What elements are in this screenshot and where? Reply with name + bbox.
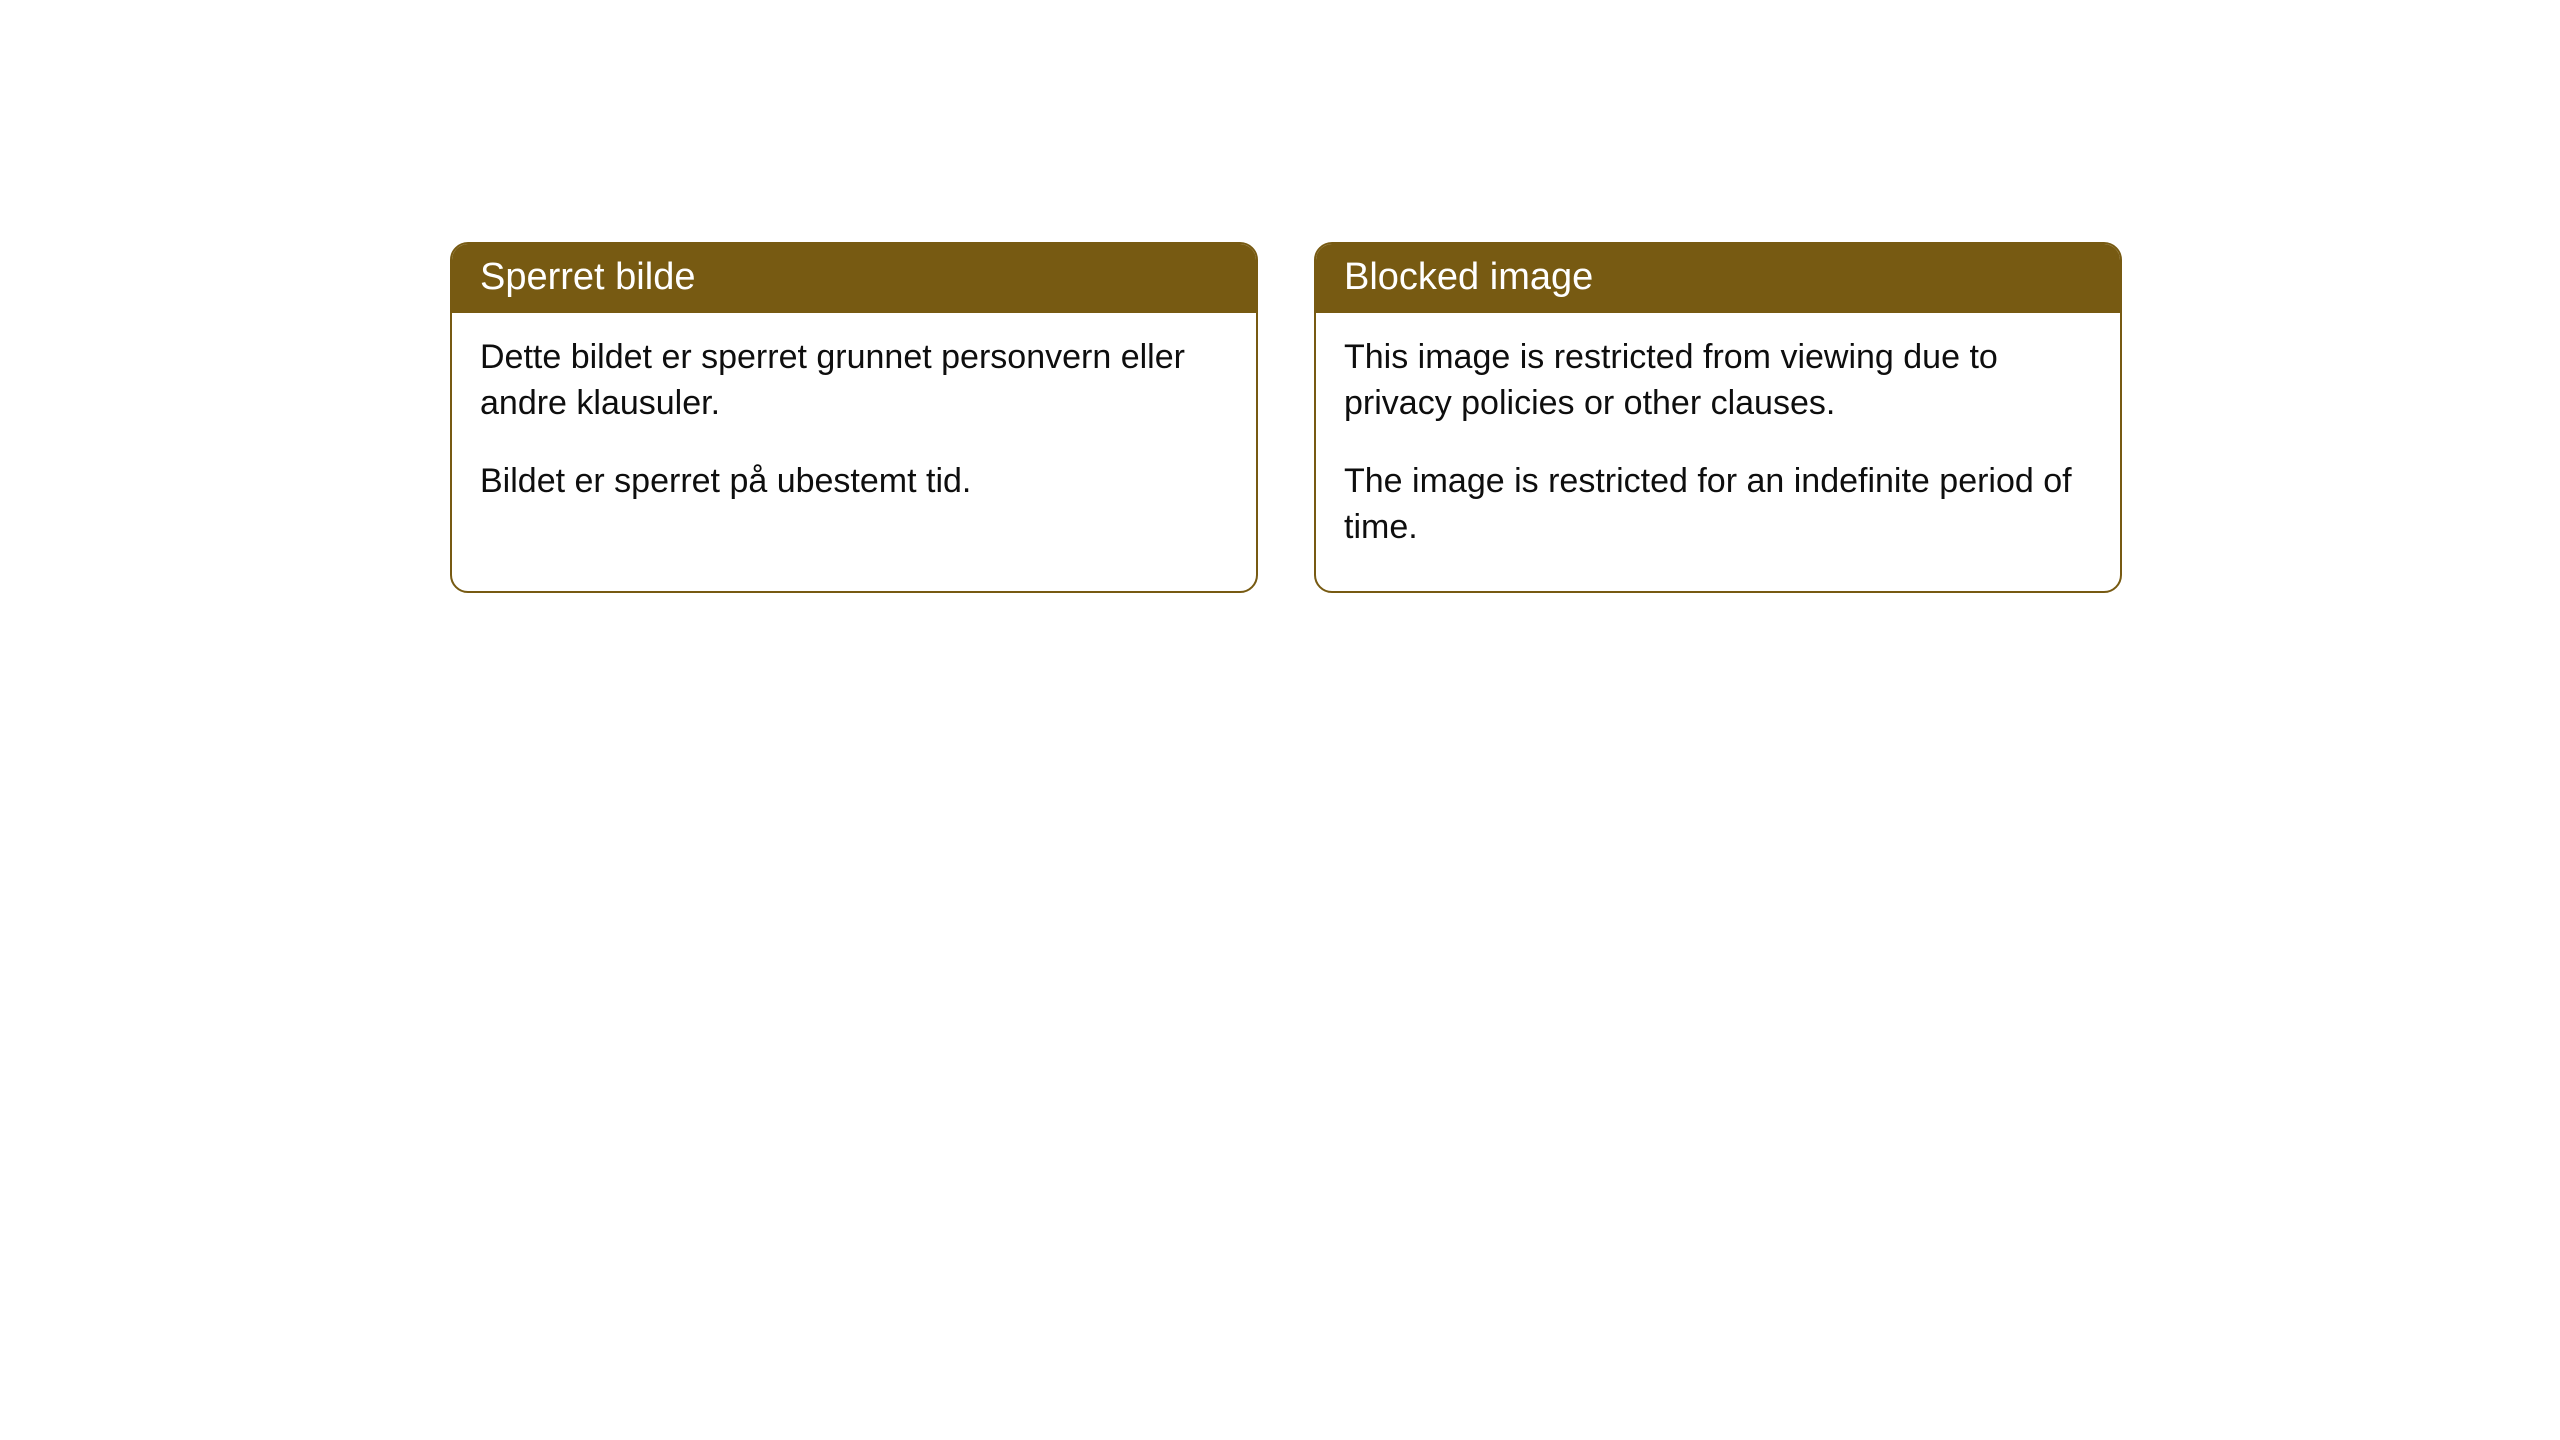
card-paragraph: This image is restricted from viewing du… [1344,335,2092,427]
card-title-english: Blocked image [1316,244,2120,313]
card-paragraph: The image is restricted for an indefinit… [1344,459,2092,551]
card-norwegian: Sperret bilde Dette bildet er sperret gr… [450,242,1258,593]
card-title-norwegian: Sperret bilde [452,244,1256,313]
card-body-norwegian: Dette bildet er sperret grunnet personve… [452,313,1256,545]
cards-container: Sperret bilde Dette bildet er sperret gr… [0,0,2560,593]
card-paragraph: Dette bildet er sperret grunnet personve… [480,335,1228,427]
card-paragraph: Bildet er sperret på ubestemt tid. [480,459,1228,505]
card-english: Blocked image This image is restricted f… [1314,242,2122,593]
card-body-english: This image is restricted from viewing du… [1316,313,2120,591]
